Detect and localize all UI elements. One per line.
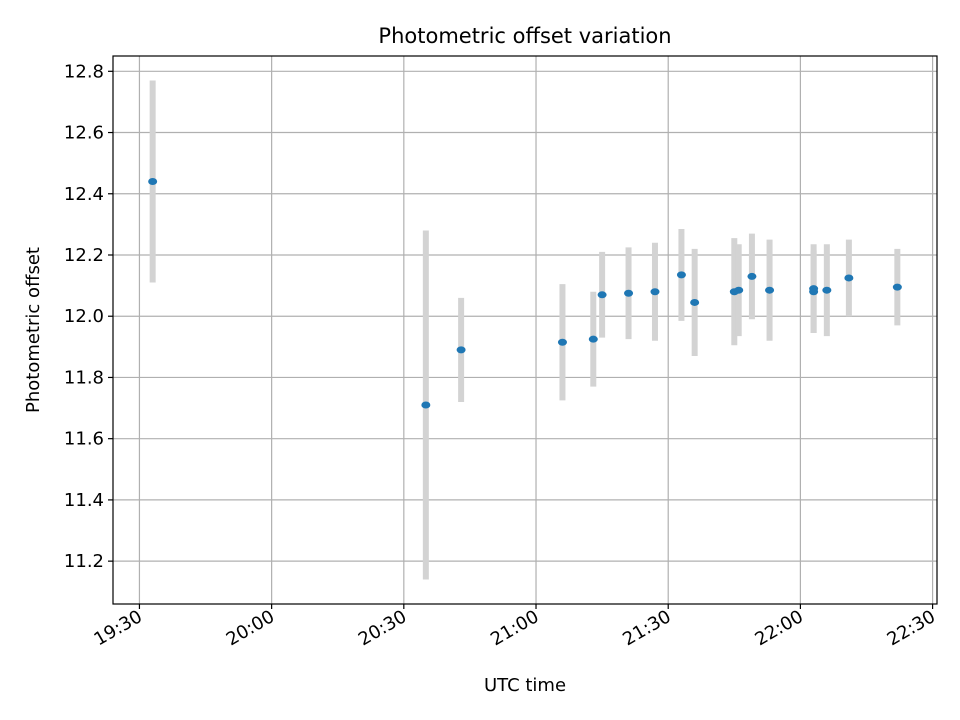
data-point — [624, 289, 634, 297]
y-tick-label: 12.4 — [64, 184, 104, 205]
y-tick-label: 12.8 — [64, 61, 104, 82]
data-point — [734, 286, 744, 294]
data-point — [456, 346, 466, 354]
y-tick-label: 12.6 — [64, 123, 104, 144]
x-axis-label: UTC time — [484, 675, 566, 696]
x-axis-ticks: 19:30 20:00 20:30 21:00 21:30 22:00 22:30 — [91, 604, 939, 650]
error-bars — [149, 80, 901, 580]
y-tick-label: 11.2 — [64, 551, 104, 572]
x-tick-label: 22:00 — [751, 606, 806, 650]
x-tick-label: 20:00 — [223, 606, 278, 650]
y-tick-label: 11.6 — [64, 429, 104, 450]
grid-lines — [113, 56, 937, 604]
plot-frame — [112, 55, 938, 605]
data-point — [844, 274, 854, 282]
data-point — [892, 283, 902, 291]
y-tick-label: 11.4 — [64, 490, 104, 511]
data-point — [650, 288, 660, 296]
data-point — [597, 291, 607, 299]
y-tick-label: 11.8 — [64, 367, 104, 388]
data-point — [765, 286, 775, 294]
y-axis-label: Photometric offset — [23, 247, 44, 413]
x-tick-label: 20:30 — [355, 606, 410, 650]
y-axis-ticks: 11.2 11.4 11.6 11.8 12.0 12.2 12.4 12.6 12.8 — [64, 61, 113, 572]
data-points — [148, 178, 902, 409]
x-tick-label: 21:00 — [487, 606, 542, 650]
data-point — [148, 178, 158, 186]
data-point — [421, 401, 431, 409]
x-tick-label: 21:30 — [619, 606, 674, 650]
chart-title: Photometric offset variation — [378, 24, 671, 48]
y-tick-label: 12.0 — [64, 306, 104, 327]
data-point — [676, 271, 686, 279]
data-point — [690, 298, 700, 306]
data-point — [747, 272, 757, 280]
data-point — [822, 286, 832, 294]
data-point — [809, 288, 819, 296]
data-point — [588, 335, 598, 343]
x-tick-label: 22:30 — [884, 606, 939, 650]
data-point — [557, 338, 567, 346]
x-tick-label: 19:30 — [91, 606, 146, 650]
y-tick-label: 12.2 — [64, 245, 104, 266]
